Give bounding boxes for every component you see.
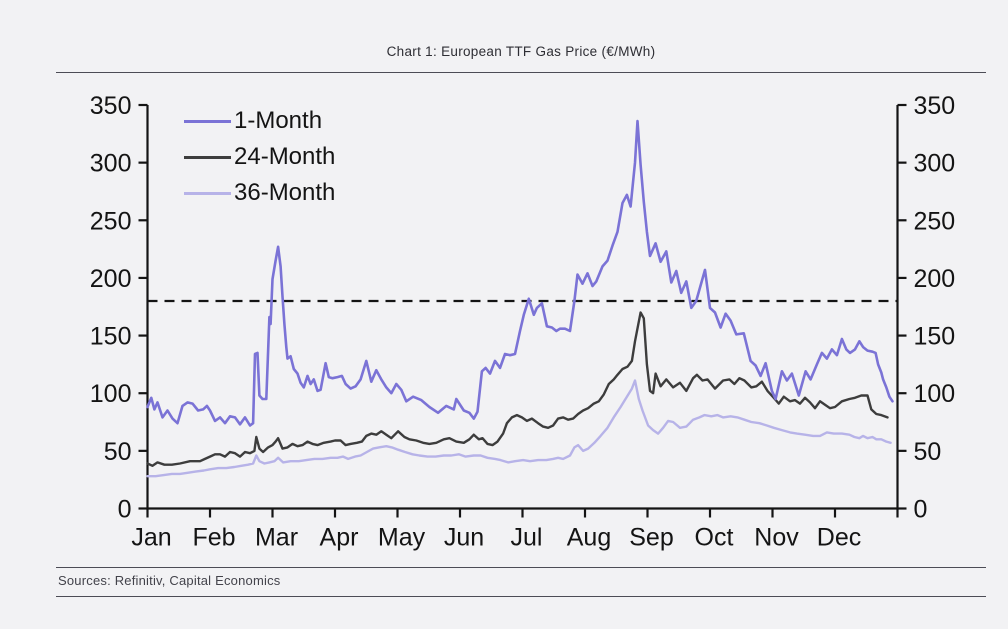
36-month-line-swatch-icon	[184, 191, 231, 195]
y-axis-label-left: 0	[118, 496, 132, 524]
x-axis-label: Nov	[754, 524, 799, 552]
legend-item-36-month: 36-Month	[184, 175, 335, 211]
y-axis-label-right: 0	[914, 496, 928, 524]
legend-label: 24-Month	[234, 143, 336, 170]
page-title: Chart 1: European TTF Gas Price (€/MWh)	[386, 44, 656, 59]
y-axis-label-left: 350	[90, 92, 132, 120]
x-axis-label: Aug	[567, 524, 611, 552]
y-axis-label-left: 50	[104, 438, 132, 466]
x-axis-label: May	[378, 524, 426, 552]
chart-legend: 1-Month 24-Month 36-Month	[184, 103, 335, 211]
x-axis-label: Dec	[817, 524, 861, 552]
y-axis-label-right: 50	[914, 438, 942, 466]
x-axis-label: Feb	[192, 524, 235, 552]
x-axis-label: Apr	[320, 524, 359, 552]
x-axis-label: Mar	[255, 524, 298, 552]
y-axis-label-right: 300	[914, 150, 956, 178]
y-axis-label-right: 100	[914, 380, 956, 408]
series-line-24-month	[146, 311, 889, 467]
sources-note: Sources: Refinitiv, Capital Economics	[58, 573, 281, 588]
legend-item-24-month: 24-Month	[184, 139, 335, 175]
sources-divider-bottom	[56, 596, 986, 597]
series-line-1-month	[146, 119, 894, 427]
y-axis-label-right: 250	[914, 207, 956, 235]
legend-item-1-month: 1-Month	[184, 103, 335, 139]
x-axis-label: Jun	[444, 524, 484, 552]
x-axis-label: Oct	[695, 524, 734, 552]
sources-divider-top	[56, 567, 986, 568]
24-month-line-swatch-icon	[184, 155, 231, 159]
y-axis-label-left: 200	[90, 265, 132, 293]
series-line-36-month	[146, 379, 892, 478]
y-axis-label-left: 150	[90, 323, 132, 351]
legend-label: 36-Month	[234, 179, 336, 206]
title-divider	[56, 72, 986, 73]
x-axis-label: Sep	[629, 524, 673, 552]
y-axis-label-right: 150	[914, 323, 956, 351]
y-axis-label-left: 300	[90, 150, 132, 178]
y-axis-label-left: 250	[90, 207, 132, 235]
x-axis-label: Jan	[131, 524, 171, 552]
1-month-line-swatch-icon	[184, 119, 231, 123]
legend-label: 1-Month	[234, 107, 323, 134]
y-axis-label-left: 100	[90, 380, 132, 408]
y-axis-label-right: 350	[914, 92, 956, 120]
x-axis-label: Jul	[511, 524, 543, 552]
y-axis-label-right: 200	[914, 265, 956, 293]
